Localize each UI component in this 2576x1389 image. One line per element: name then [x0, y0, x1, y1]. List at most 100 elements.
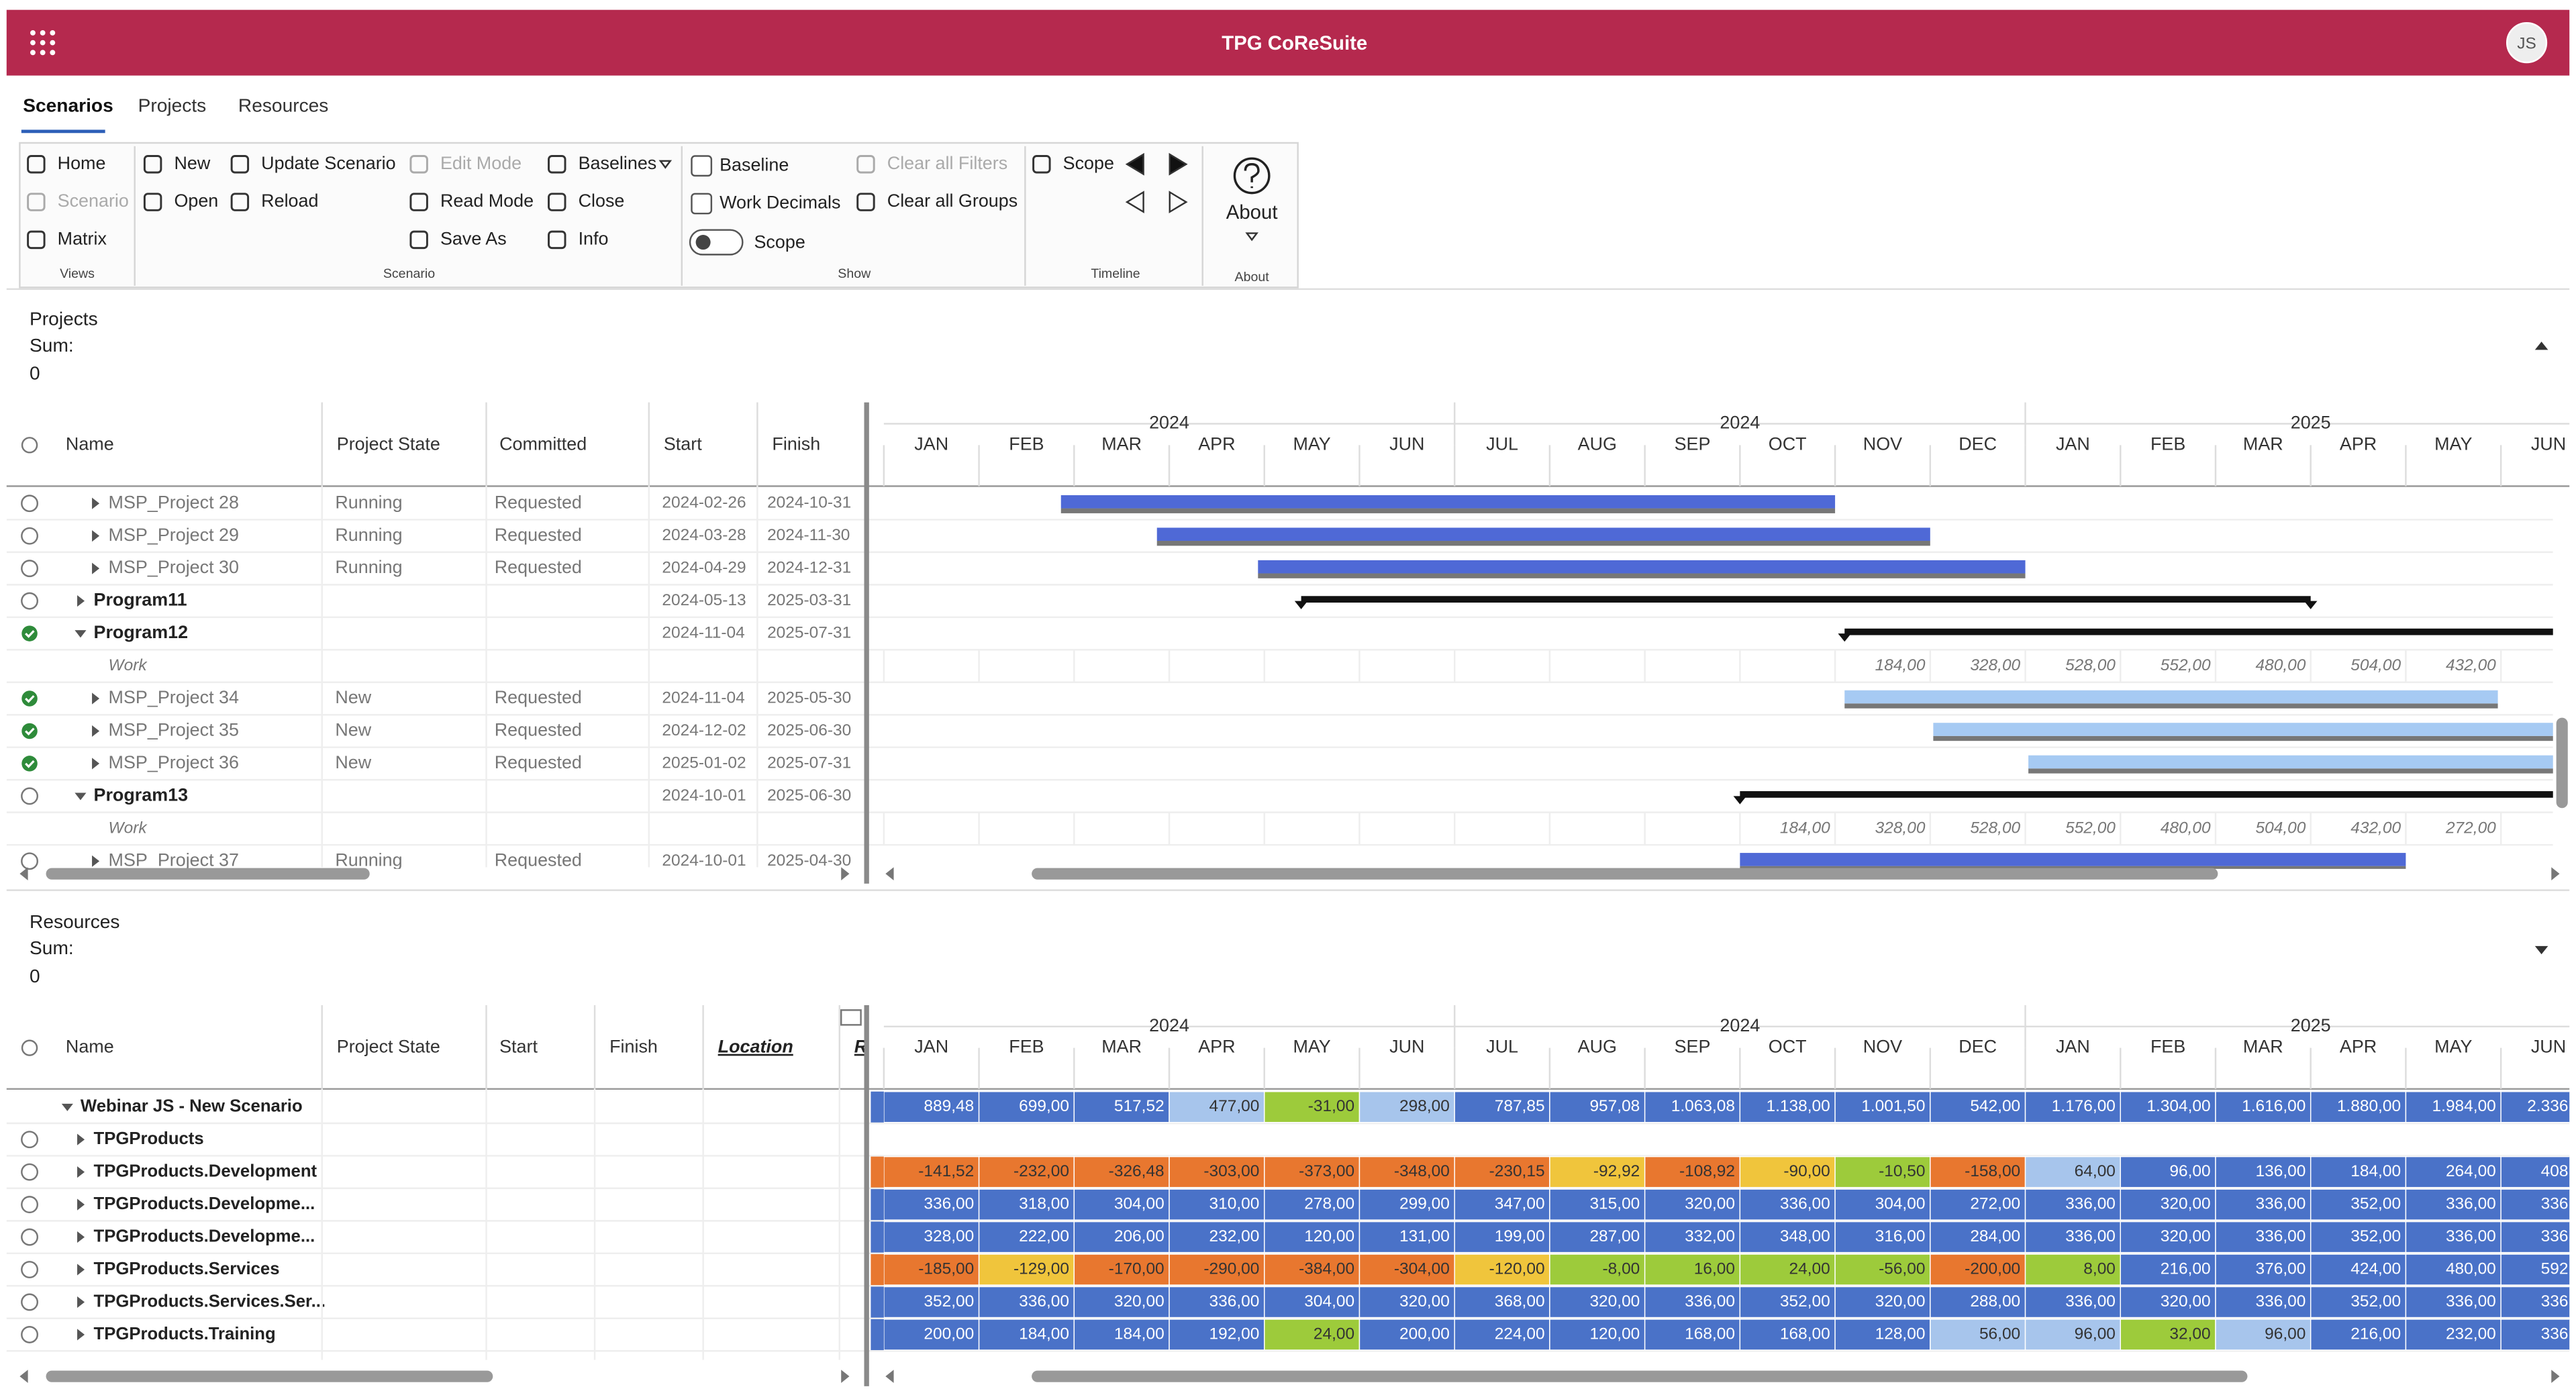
value-cell[interactable] — [1358, 1221, 1455, 1253]
value-cell[interactable] — [1549, 1090, 1646, 1123]
value-cell[interactable] — [1073, 1253, 1170, 1286]
value-cell[interactable] — [978, 1319, 1075, 1351]
column-header[interactable]: Start — [664, 433, 702, 454]
value-cell[interactable] — [1739, 1155, 1836, 1188]
expander[interactable] — [77, 1133, 85, 1145]
value-cell[interactable] — [883, 1253, 980, 1286]
row-checkbox[interactable] — [21, 723, 38, 739]
value-cell[interactable] — [1358, 1286, 1455, 1319]
ribbon-button[interactable]: Home — [58, 153, 106, 173]
ribbon-button[interactable]: Edit Mode — [440, 153, 522, 173]
scroll-arrow[interactable] — [885, 1370, 894, 1383]
row-checkbox[interactable] — [21, 852, 39, 870]
scroll-arrow[interactable] — [19, 867, 28, 880]
column-header[interactable]: Finish — [772, 433, 820, 454]
value-cell[interactable] — [2215, 1286, 2312, 1319]
value-cell[interactable] — [1549, 1286, 1646, 1319]
value-cell[interactable] — [2024, 1253, 2121, 1286]
column-chooser[interactable] — [840, 1009, 862, 1026]
value-cell[interactable] — [1739, 1188, 1836, 1221]
value-cell[interactable] — [1073, 1155, 1170, 1188]
value-cell[interactable] — [2215, 1155, 2312, 1188]
gantt-bar[interactable] — [1933, 723, 2576, 736]
row-checkbox[interactable] — [21, 1326, 39, 1343]
value-cell[interactable] — [2500, 1090, 2576, 1123]
ribbon-button[interactable]: Close — [579, 191, 625, 211]
value-cell[interactable] — [1073, 1286, 1170, 1319]
row-checkbox[interactable] — [21, 1228, 39, 1246]
expander[interactable] — [92, 758, 100, 770]
value-cell[interactable] — [2120, 1319, 2216, 1351]
value-cell[interactable] — [2500, 1221, 2576, 1253]
ribbon-button[interactable]: Open — [174, 191, 218, 211]
scroll-arrow[interactable] — [19, 1370, 28, 1383]
row-checkbox[interactable] — [21, 625, 38, 641]
expander[interactable] — [92, 855, 100, 867]
value-cell[interactable] — [883, 1319, 980, 1351]
gantt-bar[interactable] — [1740, 853, 2406, 866]
ribbon-button[interactable]: Save As — [440, 228, 507, 248]
column-header[interactable]: Location — [718, 1037, 793, 1057]
value-cell[interactable] — [1930, 1286, 2026, 1319]
value-cell[interactable] — [2310, 1221, 2407, 1253]
value-cell[interactable] — [2405, 1188, 2501, 1221]
expander[interactable] — [92, 497, 100, 509]
value-cell[interactable] — [1264, 1090, 1360, 1123]
ribbon-button[interactable]: New — [174, 153, 210, 173]
value-cell[interactable] — [1454, 1155, 1550, 1188]
value-cell[interactable] — [1834, 1188, 1931, 1221]
tab[interactable]: Projects — [138, 95, 207, 116]
expander[interactable] — [77, 1166, 85, 1178]
row-checkbox[interactable] — [21, 560, 39, 578]
value-cell[interactable] — [2405, 1221, 2501, 1253]
expander[interactable] — [61, 1103, 73, 1111]
expander[interactable] — [77, 1198, 85, 1211]
value-cell[interactable] — [2120, 1221, 2216, 1253]
tab[interactable]: Scenarios — [23, 95, 113, 116]
expander[interactable] — [92, 725, 100, 737]
value-cell[interactable] — [978, 1221, 1075, 1253]
value-cell[interactable] — [2024, 1319, 2121, 1351]
gantt-bar[interactable] — [1258, 560, 2026, 574]
scrollbar-thumb[interactable] — [46, 1370, 493, 1382]
value-cell[interactable] — [2215, 1319, 2312, 1351]
row-checkbox[interactable] — [21, 1131, 39, 1149]
value-cell[interactable] — [978, 1090, 1075, 1123]
value-cell[interactable] — [1834, 1221, 1931, 1253]
scrollbar-thumb[interactable] — [46, 868, 370, 880]
expander[interactable] — [77, 1329, 85, 1341]
value-cell[interactable] — [1073, 1188, 1170, 1221]
column-header[interactable]: Name — [66, 433, 114, 454]
value-cell[interactable] — [1073, 1319, 1170, 1351]
value-cell[interactable] — [1739, 1286, 1836, 1319]
value-cell[interactable] — [1834, 1090, 1931, 1123]
value-cell[interactable] — [978, 1286, 1075, 1319]
gantt-bar[interactable] — [1060, 495, 1836, 509]
value-cell[interactable] — [1930, 1155, 2026, 1188]
ribbon-button[interactable]: Scenario — [58, 191, 129, 211]
gantt-bar[interactable] — [1844, 690, 2498, 704]
value-cell[interactable] — [883, 1188, 980, 1221]
value-cell[interactable] — [1549, 1253, 1646, 1286]
value-cell[interactable] — [2405, 1286, 2501, 1319]
collapse-toggle[interactable] — [2534, 342, 2548, 350]
value-cell[interactable] — [2024, 1286, 2121, 1319]
scroll-arrow[interactable] — [841, 1370, 850, 1383]
expander[interactable] — [75, 630, 87, 638]
value-cell[interactable] — [1358, 1319, 1455, 1351]
value-cell[interactable] — [1264, 1286, 1360, 1319]
value-cell[interactable] — [1073, 1221, 1170, 1253]
row-checkbox[interactable] — [21, 756, 38, 772]
value-cell[interactable] — [1169, 1221, 1265, 1253]
select-all[interactable] — [21, 437, 38, 454]
value-cell[interactable] — [1834, 1286, 1931, 1319]
scroll-arrow[interactable] — [2551, 867, 2560, 880]
value-cell[interactable] — [1930, 1188, 2026, 1221]
timeline-arrow[interactable] — [1125, 152, 1144, 176]
expander[interactable] — [75, 792, 87, 801]
row-checkbox[interactable] — [21, 592, 39, 610]
expander[interactable] — [77, 595, 85, 607]
value-cell[interactable] — [1358, 1155, 1455, 1188]
timeline-arrow[interactable] — [1169, 191, 1188, 213]
value-cell[interactable] — [1169, 1188, 1265, 1221]
